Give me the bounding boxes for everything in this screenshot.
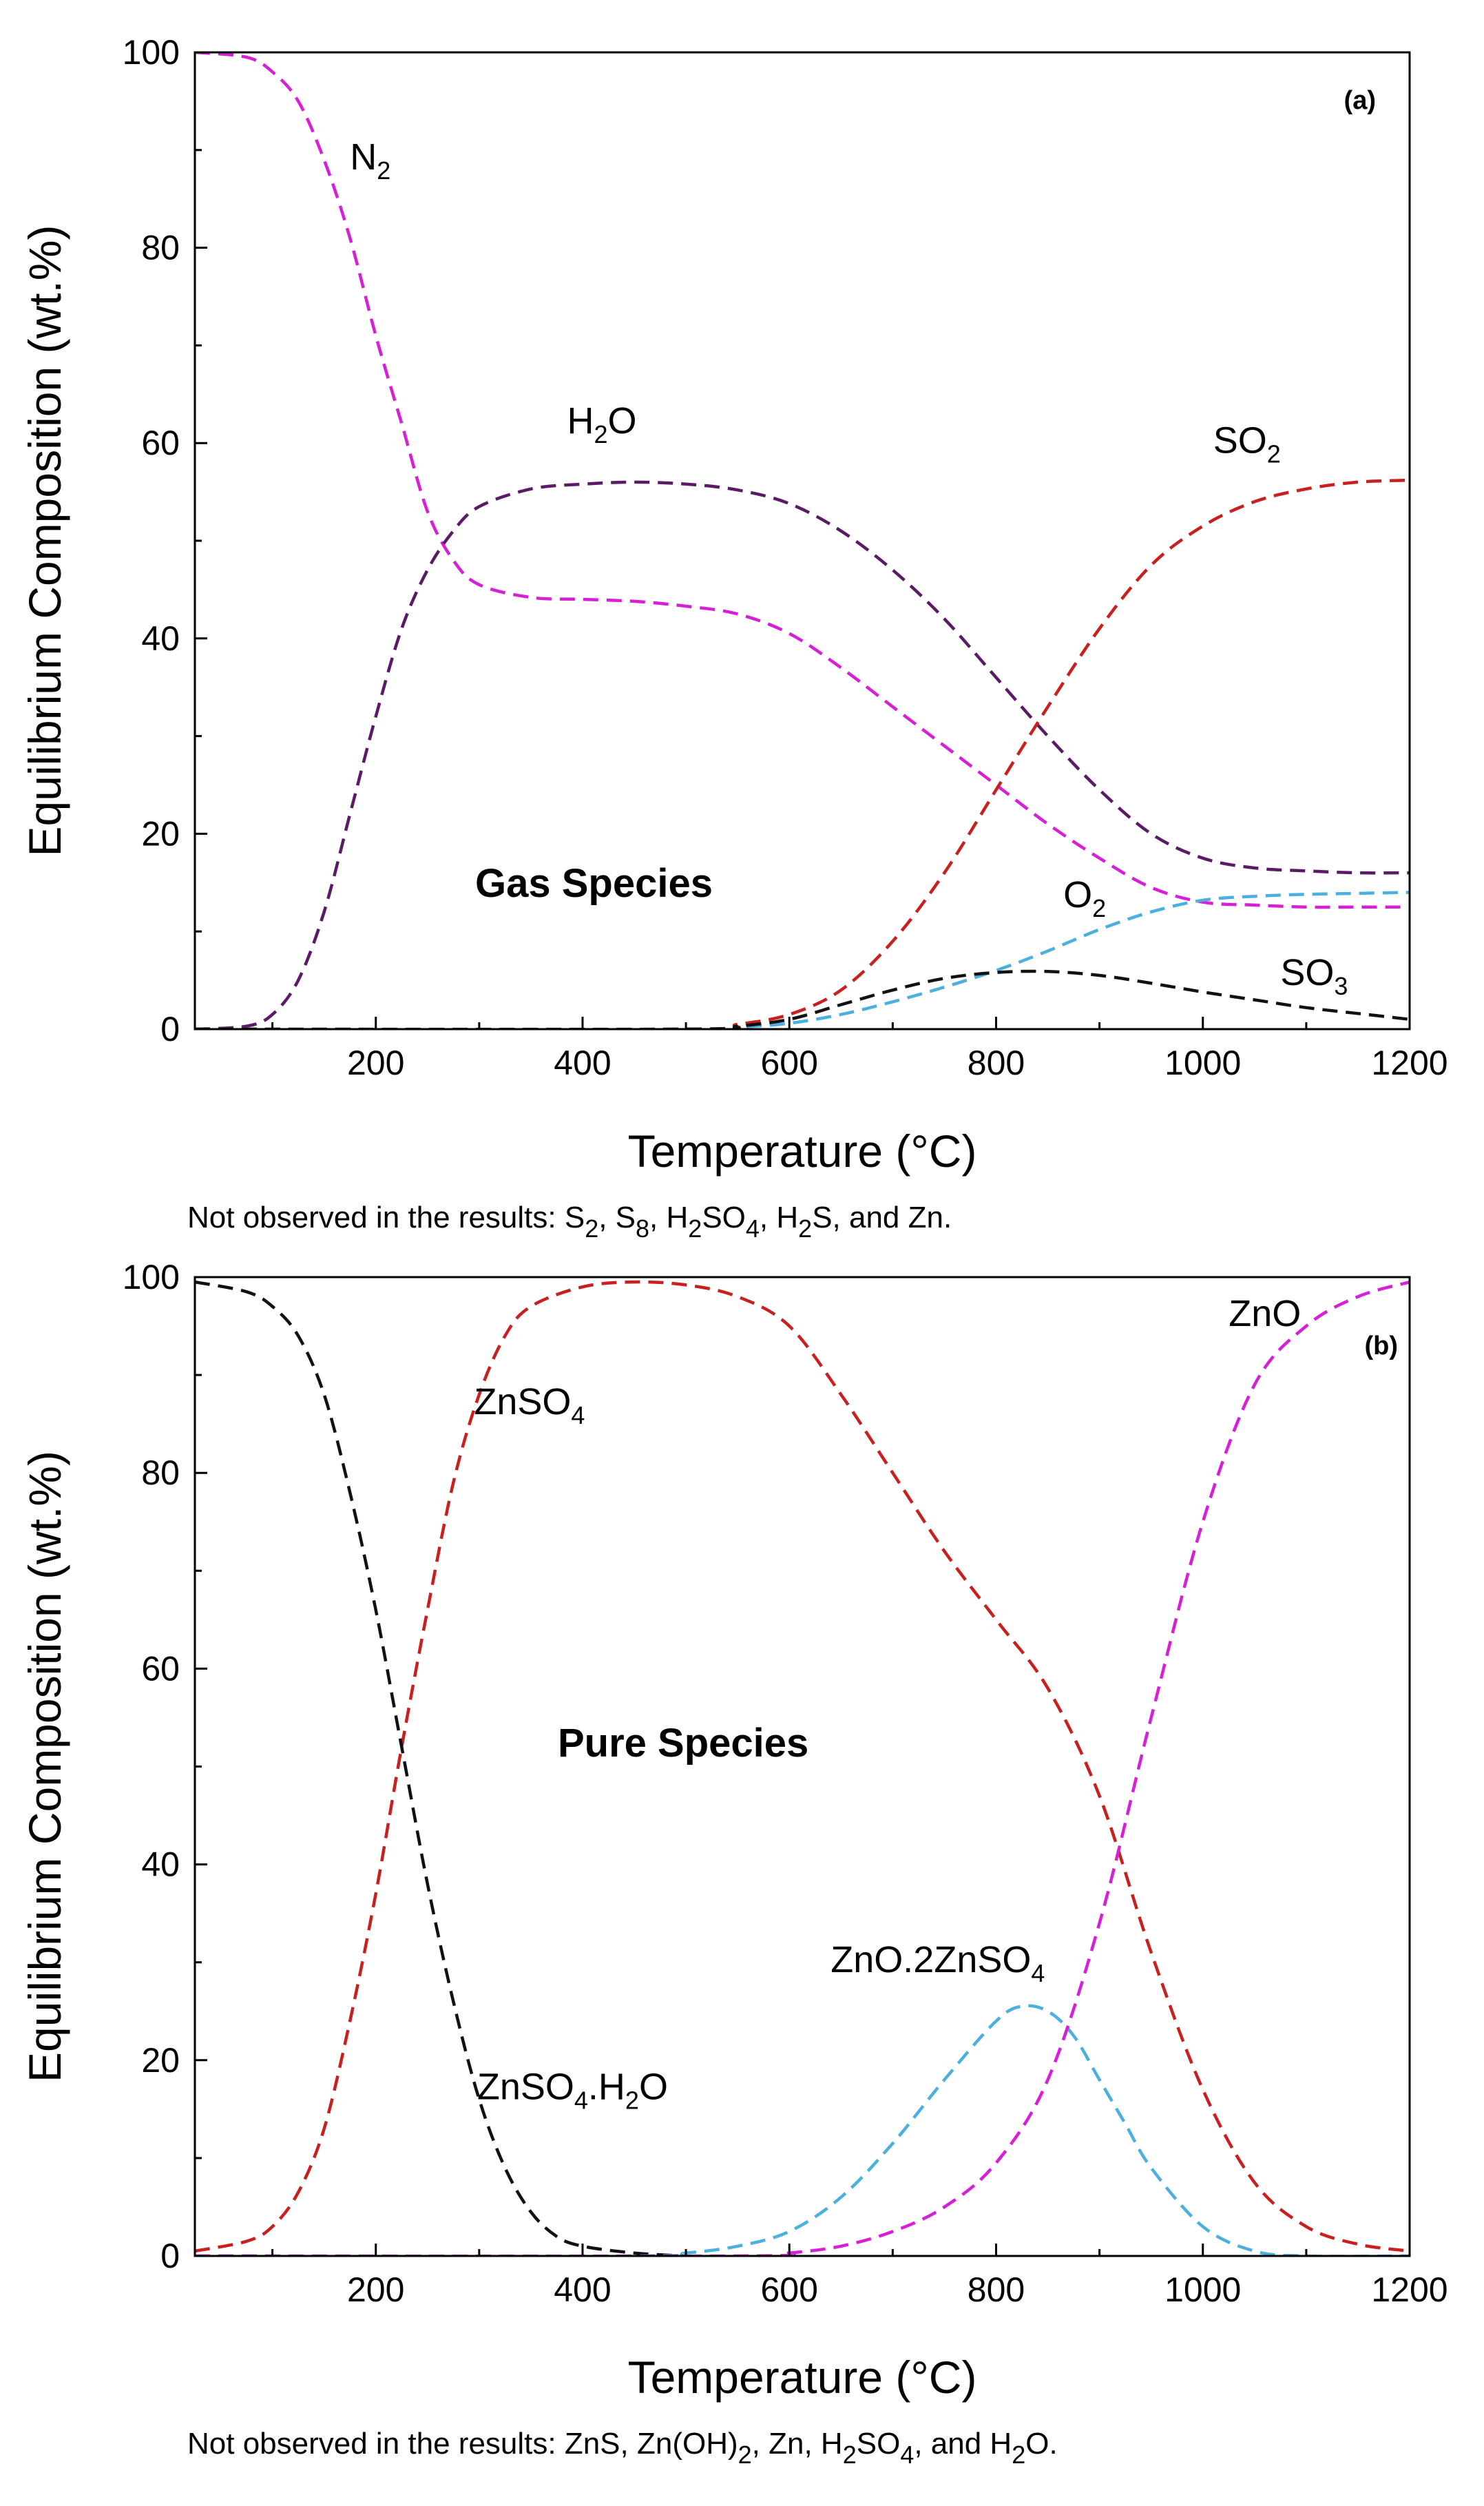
x-tick-label: 200 — [347, 1044, 404, 1082]
panel-a-region-label: Gas Species — [475, 861, 713, 906]
series-line-zno-2znso4 — [195, 2004, 1410, 2256]
series-line-znso4-h2o — [195, 1280, 687, 2256]
curve-label-so2: SO2​ — [1213, 420, 1281, 468]
series-line-so3 — [195, 969, 1410, 1029]
x-tick-label: 1000 — [1164, 1044, 1241, 1082]
panel-a-y-axis-title: Equilibrium Composition (wt.%) — [19, 225, 70, 857]
x-tick-label: 1200 — [1371, 2270, 1448, 2309]
curve-label-znso4-h2o: ZnSO4​.H2​O — [477, 2067, 668, 2115]
panel-b-y-axis-title: Equilibrium Composition (wt.%) — [19, 1451, 70, 2082]
panel-a-x-axis-title: Temperature (°C) — [628, 1126, 977, 1177]
x-tick-label: 400 — [554, 2270, 611, 2309]
panel-b-ticks: 200 400 600 800 1000 1200 0 20 40 60 80 100 — [123, 1258, 1448, 2309]
x-tick-label: 600 — [761, 1044, 818, 1082]
panel-b-curve-labels: ZnSO4​ ZnSO4​.H2​O ZnO.2ZnSO4​ ZnO — [474, 1293, 1301, 2115]
series-line-h2o — [195, 480, 1410, 1029]
panel-b-region-label: Pure Species — [558, 1721, 808, 1765]
y-tick-label: 100 — [123, 1258, 180, 1296]
x-tick-label: 1000 — [1164, 2270, 1241, 2309]
panel-a-curve-labels: N2​ H2​O SO2​ O2​ SO3​ — [350, 136, 1348, 1000]
panel-a-footnote: Not observed in the results: S2​, S8​, H… — [187, 1201, 952, 1243]
y-tick-label: 20 — [141, 814, 180, 853]
panel-b-footnote: Not observed in the results: ZnS, Zn(OH)… — [187, 2427, 1058, 2469]
curve-label-zno-2znso4: ZnO.2ZnSO4​ — [830, 1939, 1045, 1987]
panel-b-tag: (b) — [1364, 1332, 1398, 1360]
x-tick-label: 800 — [968, 1044, 1025, 1082]
panel-a-tag: (a) — [1344, 86, 1376, 115]
series-line-n2 — [195, 52, 1410, 909]
panel-b-chart: 200 400 600 800 1000 1200 0 20 40 60 80 100 Tempera… — [19, 1258, 1448, 2469]
y-tick-label: 80 — [141, 1453, 180, 1492]
x-tick-label: 600 — [761, 2270, 818, 2309]
x-tick-label: 400 — [554, 1044, 611, 1082]
y-tick-label: 40 — [141, 619, 180, 658]
y-tick-label: 0 — [160, 2237, 180, 2275]
x-tick-label: 800 — [968, 2270, 1025, 2309]
x-tick-label: 1200 — [1371, 1044, 1448, 1082]
y-tick-label: 80 — [141, 229, 180, 267]
panel-a-chart: 200 400 600 800 1000 1200 0 20 40 60 80 100 Tempera… — [19, 33, 1448, 1243]
y-tick-label: 60 — [141, 1649, 180, 1688]
y-tick-label: 60 — [141, 424, 180, 462]
panel-b-x-axis-title: Temperature (°C) — [628, 2352, 977, 2403]
x-tick-label: 200 — [347, 2270, 404, 2309]
series-line-znso4 — [195, 1280, 1410, 2253]
curve-label-o2: O2​ — [1063, 874, 1106, 922]
y-tick-label: 20 — [141, 2041, 180, 2080]
y-tick-label: 40 — [141, 1845, 180, 1884]
y-tick-label: 100 — [123, 33, 180, 72]
curve-label-h2o: H2​O — [567, 400, 636, 448]
y-tick-label: 0 — [160, 1010, 180, 1048]
curve-label-n2: N2​ — [350, 136, 390, 185]
curve-label-zno: ZnO — [1229, 1293, 1301, 1334]
curve-label-so3: SO3​ — [1280, 952, 1348, 1000]
curve-label-znso4: ZnSO4​ — [474, 1381, 585, 1429]
panel-a-ticks: 200 400 600 800 1000 1200 0 20 40 60 80 100 — [123, 33, 1448, 1082]
